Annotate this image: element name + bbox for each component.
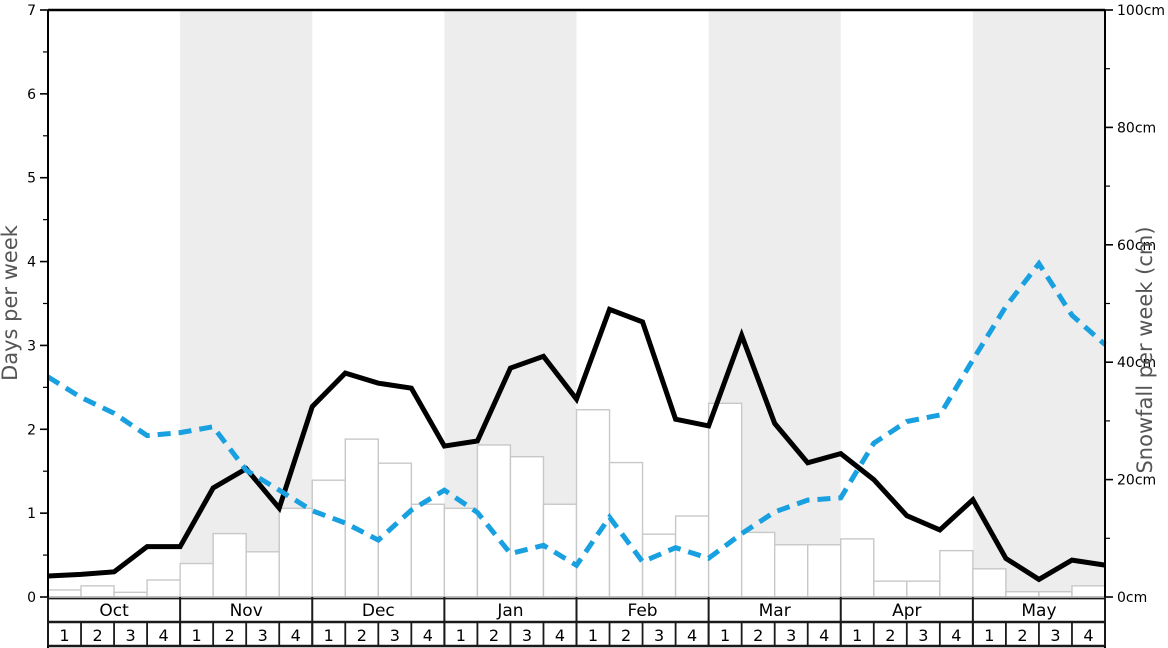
month-band-may [972, 10, 1105, 597]
snowfall-bar [542, 503, 578, 598]
left-axis-tick-label: 3 [27, 338, 36, 354]
snowfall-bar [278, 507, 313, 598]
week-number-label: 1 [456, 626, 466, 645]
week-number-label: 2 [357, 626, 367, 645]
snowfall-bar [1071, 585, 1106, 598]
right-axis-tick-label: 0cm [1117, 590, 1147, 606]
snowfall-bar [509, 456, 545, 598]
snowfall-bar [773, 544, 809, 598]
left-axis-tick-label: 0 [27, 590, 36, 606]
month-label: Jan [496, 601, 523, 621]
week-number-label: 4 [819, 626, 829, 645]
month-label: Feb [628, 601, 658, 621]
month-label: May [1021, 601, 1056, 621]
week-number-label: 4 [951, 626, 961, 645]
snowfall-bar [146, 579, 181, 598]
right-axis-title: Snowfall per week (cm) [1133, 226, 1157, 473]
days-per-week-black-line [47, 306, 1106, 583]
week-number-label: 1 [192, 626, 202, 645]
week-number-label: 4 [1083, 626, 1093, 645]
snowfall-bar [939, 549, 974, 598]
right-axis-tick-label: 100cm [1117, 3, 1165, 19]
left-axis-tick-label: 2 [27, 422, 36, 438]
month-label: Oct [99, 601, 129, 621]
snowfall-bar [873, 580, 908, 598]
snowfall-bar [608, 461, 644, 598]
week-number-label: 3 [125, 626, 135, 645]
week-number-label: 4 [687, 626, 697, 645]
snowfall-bar [245, 551, 280, 598]
week-number-label: 4 [555, 626, 565, 645]
snowfall-bar [972, 568, 1007, 598]
week-number-label: 1 [324, 626, 334, 645]
left-axis-tick-label: 1 [27, 506, 36, 522]
week-number-label: 1 [984, 626, 994, 645]
snowfall-bar [641, 533, 677, 598]
right-axis-tick-label: 60cm [1117, 238, 1156, 254]
week-number-label: 2 [753, 626, 763, 645]
right-axis-tick-label: 40cm [1117, 355, 1156, 371]
snowfall-bar [311, 479, 346, 598]
week-number-label: 2 [489, 626, 499, 645]
week-number-label: 2 [621, 626, 631, 645]
week-number-label: 3 [1050, 626, 1060, 645]
month-label: Dec [362, 601, 395, 621]
snowfall-bar [344, 438, 380, 598]
snowfall-bar [179, 562, 214, 598]
left-axis-tick-label: 7 [27, 3, 36, 19]
week-number-label: 1 [720, 626, 730, 645]
week-number-label: 2 [225, 626, 235, 645]
snowfall-bar [443, 507, 479, 598]
snowfall-bar [476, 444, 512, 598]
left-axis-title: Days per week [0, 224, 22, 381]
week-number-label: 4 [159, 626, 169, 645]
snowfall-bar [1038, 591, 1073, 598]
week-number-label: 3 [654, 626, 664, 645]
week-number-label: 3 [918, 626, 928, 645]
snowfall-bar [47, 589, 82, 598]
month-band-nov [180, 10, 313, 597]
month-label: Mar [759, 601, 791, 621]
week-number-label: 4 [423, 626, 433, 645]
left-axis-tick-label: 6 [27, 87, 36, 103]
week-number-label: 4 [291, 626, 301, 645]
left-axis-tick-label: 5 [27, 171, 36, 187]
week-number-label: 2 [92, 626, 102, 645]
month-label: Apr [892, 601, 921, 621]
right-axis-tick-label: 20cm [1117, 473, 1156, 489]
plot-root: 0 1 2 3 4 5 6 7 0cm 20cm 40cm 60cm 80cm 100cm Oct 1 2 3 4 N… [27, 3, 1165, 648]
snowfall-bar [410, 503, 446, 598]
snowfall-bar [80, 585, 115, 598]
week-number-label: 2 [885, 626, 895, 645]
week-number-label: 1 [588, 626, 598, 645]
snowfall-bar [807, 544, 842, 598]
week-number-label: 1 [852, 626, 862, 645]
snowfall-bar [707, 402, 743, 598]
snowfall-bar [377, 462, 413, 598]
snowfall-bar [212, 532, 247, 598]
week-number-label: 1 [59, 626, 69, 645]
right-axis-tick-label: 80cm [1117, 120, 1156, 136]
month-label: Nov [230, 601, 263, 621]
week-number-label: 3 [522, 626, 532, 645]
snowfall-bar [674, 515, 710, 598]
snowfall-bar [906, 580, 941, 598]
week-number-label: 3 [786, 626, 796, 645]
week-number-label: 3 [258, 626, 268, 645]
snowfall-bar [740, 531, 776, 598]
snowfall-bar [1005, 591, 1040, 598]
blue-dashed-line [46, 259, 1107, 569]
left-axis-tick-label: 4 [27, 255, 36, 271]
snowfall-bar [575, 409, 611, 598]
week-number-label: 3 [390, 626, 400, 645]
snowfall-bar [113, 591, 148, 598]
week-number-label: 2 [1017, 626, 1027, 645]
snowfall-bar [840, 538, 875, 598]
